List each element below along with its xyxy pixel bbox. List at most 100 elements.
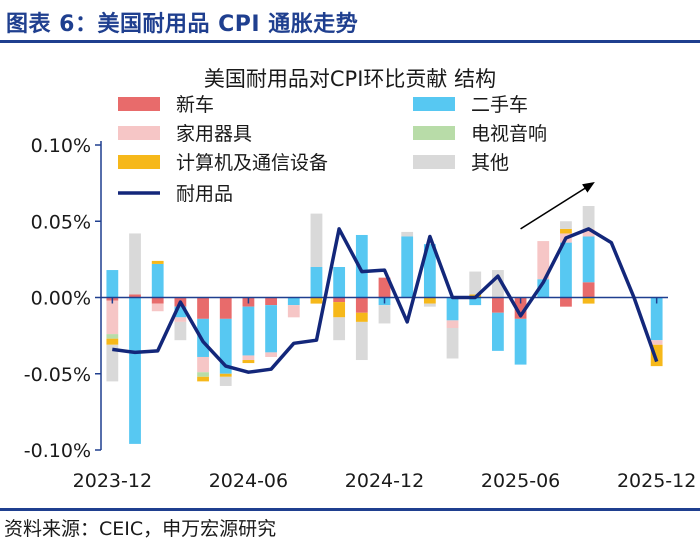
legend-label: 家用器具 [176, 123, 252, 145]
bar-segment [106, 300, 119, 335]
bar-segment [333, 317, 346, 341]
axes: -0.10% -0.05% 0.00% 0.05% 0.10% 2023-12 2024-0… [24, 135, 697, 492]
trend-arrow [520, 182, 595, 230]
bar-segment [174, 306, 187, 318]
bar-segment [242, 355, 255, 361]
y-tick-label: 0.05% [31, 211, 91, 233]
line-layer [112, 227, 659, 374]
bar-segment [197, 297, 209, 319]
legend-swatch [118, 155, 160, 169]
bar-segment [650, 344, 663, 367]
footer-divider [0, 508, 700, 511]
bar-segment [492, 312, 504, 351]
legend-swatch [118, 126, 160, 140]
bar-segment [469, 297, 482, 306]
legend-swatch [413, 97, 455, 111]
bar-segment [378, 277, 391, 298]
bar-segment [106, 338, 119, 345]
bar-segment [129, 297, 141, 444]
bar-segment [106, 344, 119, 382]
bar-segment [650, 297, 663, 341]
bar-segment [265, 352, 277, 357]
legend-swatch [413, 126, 455, 140]
bar-segment [423, 297, 436, 304]
header-divider [0, 40, 700, 43]
header: 图表 6：美国耐用品 CPI 通胀走势 [0, 0, 700, 44]
x-tick-label: 2023-12 [73, 470, 152, 492]
bar-segment [310, 213, 323, 267]
bar-segment [129, 294, 141, 298]
legend-label: 新车 [176, 94, 214, 116]
bar-segment [401, 236, 414, 298]
x-tick-label: 2025-06 [481, 470, 560, 492]
legend-swatch [413, 155, 455, 169]
bar-segment [537, 241, 550, 280]
x-tick-label: 2024-06 [209, 470, 288, 492]
bar-segment [197, 356, 209, 373]
bar-segment [151, 260, 164, 264]
bar-segment [446, 320, 459, 328]
bar-segment [650, 340, 663, 345]
bar-segment [197, 376, 209, 382]
bar-segment [401, 231, 414, 237]
bar-segment [197, 318, 209, 357]
bar-segment [492, 270, 504, 298]
x-tick-label: 2025-12 [617, 470, 696, 492]
bar-segment [582, 206, 595, 229]
bar-segment [174, 317, 187, 322]
bar-segment [242, 306, 255, 356]
y-tick-label: -0.10% [24, 440, 91, 462]
bar-segment [219, 318, 232, 374]
bar-segment [582, 228, 595, 237]
bar-segment [310, 267, 323, 298]
bar-segment [151, 297, 164, 304]
bar-segment [582, 282, 595, 298]
bar-segment [446, 297, 459, 321]
y-tick-label: -0.05% [24, 364, 91, 386]
bar-segment [151, 263, 164, 298]
bar-segment [287, 305, 300, 318]
bar-segment [219, 373, 232, 377]
x-tick-label: 2024-12 [345, 470, 424, 492]
y-tick-label: 0.00% [31, 288, 91, 310]
bar-segment [333, 267, 346, 298]
bar-segment [333, 302, 346, 318]
bar-segment [582, 297, 595, 304]
bar-layer [106, 206, 663, 444]
chart-title: 美国耐用品对CPI环比贡献 结构 [204, 67, 496, 91]
figure-title: 图表 6：美国耐用品 CPI 通胀走势 [6, 12, 359, 37]
bar-segment [242, 360, 255, 364]
bar-segment [423, 303, 436, 307]
bar-segment [265, 297, 277, 306]
bar-segment [355, 321, 368, 361]
bar-segment [310, 297, 323, 304]
bar-segment [287, 297, 300, 306]
bar-segment [514, 297, 527, 319]
bar-segment [560, 228, 572, 234]
legend-swatch [118, 97, 160, 111]
bar-segment [151, 303, 164, 312]
bar-segment [378, 305, 391, 324]
bar-segment [560, 297, 572, 307]
bar-segment [446, 328, 459, 359]
legend-label: 二手车 [471, 94, 528, 116]
y-tick-label: 0.10% [31, 135, 91, 157]
bar-segment [582, 236, 595, 283]
bar-segment [355, 234, 368, 298]
bar-segment [219, 376, 232, 386]
bar-segment [106, 334, 119, 339]
bar-segment [560, 221, 572, 229]
bar-segment [106, 270, 119, 298]
legend-label: 电视音响 [471, 123, 547, 145]
bar-segment [355, 297, 368, 313]
legend-label: 计算机及通信设备 [176, 152, 328, 174]
bar-segment [129, 233, 141, 295]
bar-segment [537, 279, 550, 298]
legend-label: 其他 [471, 152, 509, 174]
bar-segment [469, 271, 482, 295]
bar-segment [355, 312, 368, 322]
bar-segment [265, 305, 277, 353]
bar-segment [219, 297, 232, 319]
